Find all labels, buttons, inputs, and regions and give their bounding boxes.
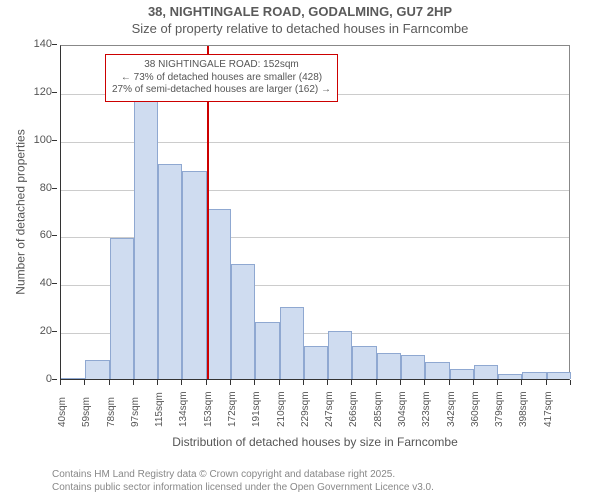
- y-tick: 80: [22, 182, 52, 194]
- y-tick: 0: [22, 373, 52, 385]
- histogram-bar: [352, 346, 376, 380]
- histogram-bar: [61, 378, 85, 379]
- histogram-bar: [522, 372, 546, 379]
- histogram-bar: [401, 355, 425, 379]
- annotation-line: ← 73% of detached houses are smaller (42…: [112, 72, 331, 85]
- histogram-bar: [158, 164, 182, 379]
- histogram-bar: [328, 331, 352, 379]
- annotation-line: 38 NIGHTINGALE ROAD: 152sqm: [112, 59, 331, 72]
- histogram-bar: [255, 322, 279, 379]
- x-tick-mark: [254, 380, 255, 385]
- title-address: 38, NIGHTINGALE ROAD, GODALMING, GU7 2HP: [148, 4, 452, 19]
- x-tick-mark: [473, 380, 474, 385]
- x-axis-label: Distribution of detached houses by size …: [60, 435, 570, 449]
- y-tick: 60: [22, 229, 52, 241]
- histogram-bar: [304, 346, 328, 380]
- y-tick: 100: [22, 134, 52, 146]
- x-tick-label: 59sqm: [81, 397, 92, 427]
- x-tick-label: 115sqm: [154, 392, 165, 427]
- annotation-line: 27% of semi-detached houses are larger (…: [112, 84, 331, 97]
- x-tick-label: 417sqm: [543, 391, 554, 427]
- x-tick-label: 398sqm: [518, 391, 529, 427]
- x-tick-mark: [279, 380, 280, 385]
- x-tick-label: 134sqm: [178, 391, 189, 427]
- histogram-bar: [547, 372, 571, 379]
- x-tick-mark: [497, 380, 498, 385]
- x-tick-label: 379sqm: [494, 391, 505, 427]
- chart-container: 38, NIGHTINGALE ROAD, GODALMING, GU7 2HP…: [0, 0, 600, 500]
- credits: Contains HM Land Registry data © Crown c…: [52, 468, 434, 494]
- x-tick-mark: [60, 380, 61, 385]
- histogram-bar: [134, 97, 158, 379]
- x-tick-mark: [400, 380, 401, 385]
- x-tick-label: 78sqm: [106, 397, 117, 427]
- x-tick-mark: [376, 380, 377, 385]
- x-tick-mark: [351, 380, 352, 385]
- x-tick-label: 266sqm: [348, 391, 359, 427]
- x-tick-label: 97sqm: [130, 397, 141, 427]
- histogram-bar: [425, 362, 449, 379]
- histogram-bar: [182, 171, 206, 379]
- x-tick-label: 304sqm: [397, 391, 408, 427]
- annotation-box: 38 NIGHTINGALE ROAD: 152sqm← 73% of deta…: [105, 54, 338, 102]
- x-tick-mark: [570, 380, 571, 385]
- x-tick-mark: [84, 380, 85, 385]
- x-tick-label: 342sqm: [446, 391, 457, 427]
- x-tick-mark: [230, 380, 231, 385]
- histogram-bar: [474, 365, 498, 379]
- title-subtitle: Size of property relative to detached ho…: [132, 21, 469, 36]
- y-tick: 20: [22, 325, 52, 337]
- x-tick-label: 360sqm: [470, 391, 481, 427]
- x-tick-mark: [546, 380, 547, 385]
- x-tick-mark: [424, 380, 425, 385]
- x-tick-mark: [449, 380, 450, 385]
- x-tick-mark: [521, 380, 522, 385]
- x-tick-label: 247sqm: [324, 391, 335, 427]
- histogram-bar: [85, 360, 109, 379]
- histogram-bar: [450, 369, 474, 379]
- y-tick: 40: [22, 277, 52, 289]
- x-tick-label: 323sqm: [421, 391, 432, 427]
- x-tick-mark: [157, 380, 158, 385]
- x-tick-mark: [206, 380, 207, 385]
- histogram-bar: [231, 264, 255, 379]
- histogram-bar: [280, 307, 304, 379]
- x-tick-label: 285sqm: [373, 391, 384, 427]
- x-tick-label: 153sqm: [203, 391, 214, 427]
- histogram-bar: [110, 238, 134, 379]
- histogram-bar: [377, 353, 401, 379]
- credits-line1: Contains HM Land Registry data © Crown c…: [52, 469, 395, 480]
- x-tick-mark: [327, 380, 328, 385]
- histogram-bar: [498, 374, 522, 379]
- x-tick-label: 191sqm: [251, 391, 262, 427]
- histogram-bar: [207, 209, 231, 379]
- y-tick: 120: [22, 86, 52, 98]
- x-tick-label: 210sqm: [276, 391, 287, 427]
- x-tick-label: 40sqm: [57, 397, 68, 427]
- y-tick: 140: [22, 38, 52, 50]
- credits-line2: Contains public sector information licen…: [52, 482, 434, 493]
- plot-area: 38 NIGHTINGALE ROAD: 152sqm← 73% of deta…: [60, 45, 570, 380]
- x-tick-mark: [303, 380, 304, 385]
- x-tick-label: 172sqm: [227, 391, 238, 427]
- x-tick-mark: [133, 380, 134, 385]
- x-tick-mark: [109, 380, 110, 385]
- x-tick-label: 229sqm: [300, 391, 311, 427]
- chart-title: 38, NIGHTINGALE ROAD, GODALMING, GU7 2HP…: [0, 0, 600, 38]
- x-tick-mark: [181, 380, 182, 385]
